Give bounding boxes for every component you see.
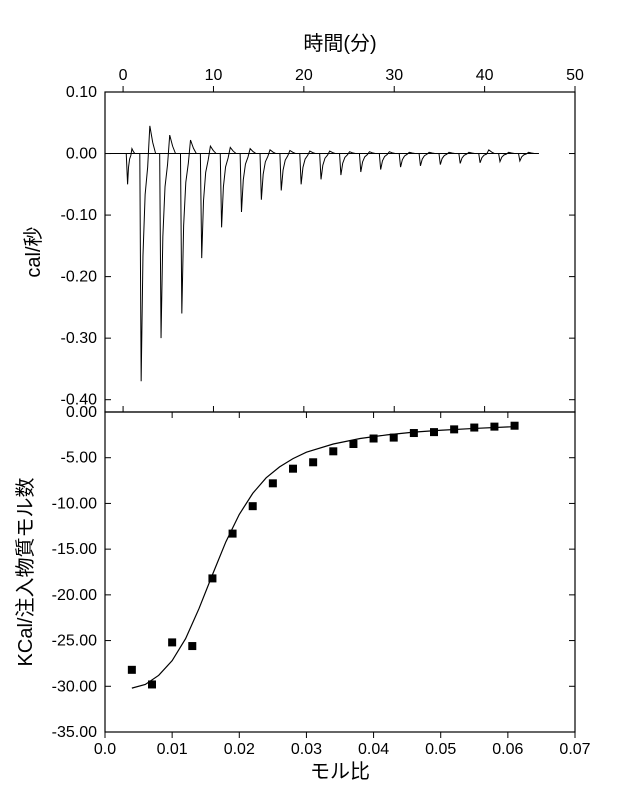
scatter-marker xyxy=(289,465,297,473)
scatter-marker xyxy=(410,429,418,437)
scatter-marker xyxy=(430,428,438,436)
scatter-marker xyxy=(511,422,519,430)
top-xtick-label: 30 xyxy=(385,67,403,84)
itc-figure: 時間(分) 0 10 20 30 40 50 0.10 0.00 -0.10 -0.20 -0.30 -… xyxy=(0,0,640,805)
top-ytick-label: -0.10 xyxy=(61,207,98,224)
scatter-marker xyxy=(148,680,156,688)
bot-ytick-label: -10.00 xyxy=(52,495,97,512)
bot-xtick-label: 0.03 xyxy=(291,741,322,758)
bot-xlabel: モル比 xyxy=(310,760,370,783)
top-ytick-label: -0.30 xyxy=(61,330,98,347)
bot-xtick-label: 0.01 xyxy=(157,741,188,758)
scatter-marker xyxy=(168,638,176,646)
scatter-marker xyxy=(349,440,357,448)
top-xtick-label: 20 xyxy=(295,67,313,84)
top-ytick-label: 0.00 xyxy=(66,146,97,163)
bot-frame xyxy=(105,412,575,732)
scatter-marker xyxy=(329,447,337,455)
scatter-marker xyxy=(309,458,317,466)
top-ytick-label: -0.20 xyxy=(61,269,98,286)
bot-ytick-label: -15.00 xyxy=(52,541,97,558)
bot-ytick-label: -25.00 xyxy=(52,633,97,650)
scatter-marker xyxy=(470,424,478,432)
bot-xtick-label: 0.04 xyxy=(358,741,389,758)
scatter-marker xyxy=(269,479,277,487)
thermogram-trace xyxy=(110,126,539,381)
bot-xtick-label: 0.05 xyxy=(425,741,456,758)
top-xtick-label: 0 xyxy=(119,67,128,84)
bot-ytick-label: -5.00 xyxy=(61,450,98,467)
top-frame xyxy=(105,92,575,412)
scatter-marker xyxy=(188,642,196,650)
bot-xtick-label: 0.02 xyxy=(224,741,255,758)
scatter-marker xyxy=(229,530,237,538)
top-ylabel: cal/秒 xyxy=(22,226,45,277)
top-xtick-label: 40 xyxy=(476,67,494,84)
scatter-marker xyxy=(370,435,378,443)
bot-ylabel: KCal/注入物質モル数 xyxy=(14,478,37,667)
top-xlabel: 時間(分) xyxy=(303,32,376,55)
figure-svg: 時間(分) 0 10 20 30 40 50 0.10 0.00 -0.10 -0.20 -0.30 -… xyxy=(0,0,640,805)
scatter-marker xyxy=(390,434,398,442)
scatter-marker xyxy=(490,423,498,431)
scatter-marker xyxy=(249,502,257,510)
bot-ytick-label: -20.00 xyxy=(52,587,97,604)
bot-ytick-label: 0.00 xyxy=(66,404,97,421)
bot-xtick-label: 0.07 xyxy=(559,741,590,758)
bot-xtick-label: 0.06 xyxy=(492,741,523,758)
scatter-marker xyxy=(128,666,136,674)
bot-ytick-label: -30.00 xyxy=(52,678,97,695)
bot-xtick-label: 0.0 xyxy=(94,741,116,758)
top-ytick-label: 0.10 xyxy=(66,84,97,101)
scatter-marker xyxy=(208,574,216,582)
top-xtick-label: 10 xyxy=(205,67,223,84)
top-xtick-label: 50 xyxy=(566,67,584,84)
bot-ytick-label: -35.00 xyxy=(52,724,97,741)
scatter-marker xyxy=(450,425,458,433)
